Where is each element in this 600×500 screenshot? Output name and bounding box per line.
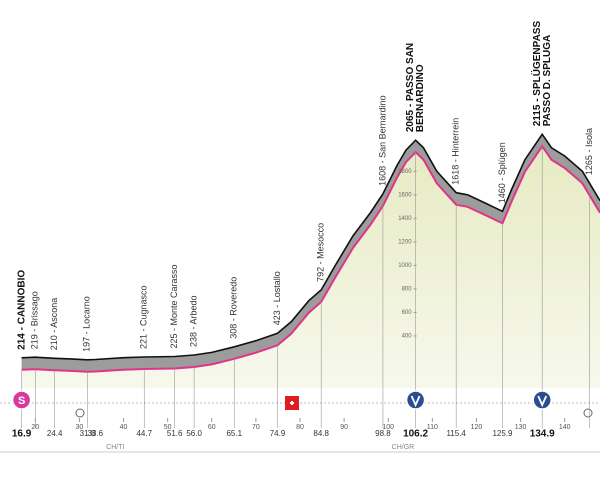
place-label: 1265 - Isola <box>584 128 594 175</box>
icon <box>583 408 593 418</box>
place-label: 225 - Monte Carasso <box>169 264 179 348</box>
place-label: 2065 - PASSO SAN <box>405 43 416 132</box>
place-label: 1460 - Splügen <box>497 142 507 203</box>
place-label: 210 - Ascona <box>49 298 59 351</box>
place-label: 423 - Lostallo <box>272 271 282 325</box>
x-tick-label: 110 <box>427 424 438 431</box>
place-label: 238 - Arbedo <box>188 295 198 347</box>
gpm-marker <box>532 390 552 410</box>
gpm-icon <box>537 395 548 408</box>
y-tick-label: 600 <box>402 310 413 316</box>
place-label: 792 - Mesocco <box>316 223 326 282</box>
x-tick-label: 50 <box>164 424 172 431</box>
km-label: 98.8 <box>375 429 391 438</box>
place-label: 308 - Roveredo <box>229 277 239 339</box>
km-label: 56.0 <box>186 429 202 438</box>
place-label: 214 - CANNOBIO <box>16 270 27 350</box>
x-tick-label: 140 <box>559 424 571 431</box>
km-label: 115.4 <box>446 429 466 438</box>
x-tick-label: 100 <box>382 424 394 431</box>
y-tick-label: 1000 <box>398 263 412 269</box>
km-label: 31.8 <box>80 429 96 438</box>
x-tick-label: 120 <box>471 424 483 431</box>
icon <box>75 408 85 418</box>
place-label: 221 - Cugnasco <box>139 285 149 349</box>
place-label: PASSO D. SPLUGA <box>542 35 553 127</box>
place-label: BERNARDINO <box>415 64 426 132</box>
place-label: 197 - Locarno <box>82 296 92 352</box>
km-label: 51.6 <box>167 429 183 438</box>
x-tick-label: 70 <box>252 424 260 431</box>
y-tick-label: 800 <box>402 286 413 292</box>
km-label: 84.8 <box>313 429 329 438</box>
place-label: 2115 - SPLÜGENPASS <box>530 21 543 127</box>
x-tick-label: 130 <box>515 424 527 431</box>
km-label: 24.4 <box>47 429 63 438</box>
km-label: 33.6 <box>88 429 104 438</box>
y-tick-label: 400 <box>402 334 413 340</box>
profile-top <box>21 132 600 361</box>
border-label: CH/TI <box>106 444 124 451</box>
x-tick-label: 20 <box>31 424 39 431</box>
km-label: 16.9 <box>12 429 32 440</box>
area-fill <box>21 146 600 388</box>
place-label: 219 - Brissago <box>30 291 40 349</box>
km-label: 44.7 <box>136 429 152 438</box>
km-label: 106.2 <box>403 429 428 440</box>
km-label: 134.9 <box>530 429 555 440</box>
x-tick-label: 90 <box>340 424 348 431</box>
place-label: 1608 - San Bernardino <box>377 95 387 186</box>
y-tick-label: 1600 <box>398 192 412 198</box>
km-label: 74.9 <box>270 429 286 438</box>
y-tick-label: 1400 <box>398 216 412 222</box>
start-label: S <box>18 395 25 407</box>
start-marker <box>11 390 32 410</box>
x-tick-label: 60 <box>208 424 216 431</box>
km-label: 125.9 <box>492 429 513 438</box>
profile-line <box>21 144 600 373</box>
y-tick-label: 1800 <box>398 169 412 175</box>
x-tick-label: 80 <box>296 424 304 431</box>
gpm-marker <box>405 390 426 410</box>
x-tick-label: 30 <box>76 424 84 431</box>
km-label: 65.1 <box>226 429 242 438</box>
x-tick-label: 40 <box>120 424 128 431</box>
y-tick-label: 1200 <box>398 239 412 245</box>
border-label: CH/GR <box>392 444 415 451</box>
swiss-cross <box>290 401 294 405</box>
gpm-icon <box>410 395 421 408</box>
place-label: 1618 - Hinterrein <box>451 118 461 185</box>
relief-band <box>21 134 600 372</box>
